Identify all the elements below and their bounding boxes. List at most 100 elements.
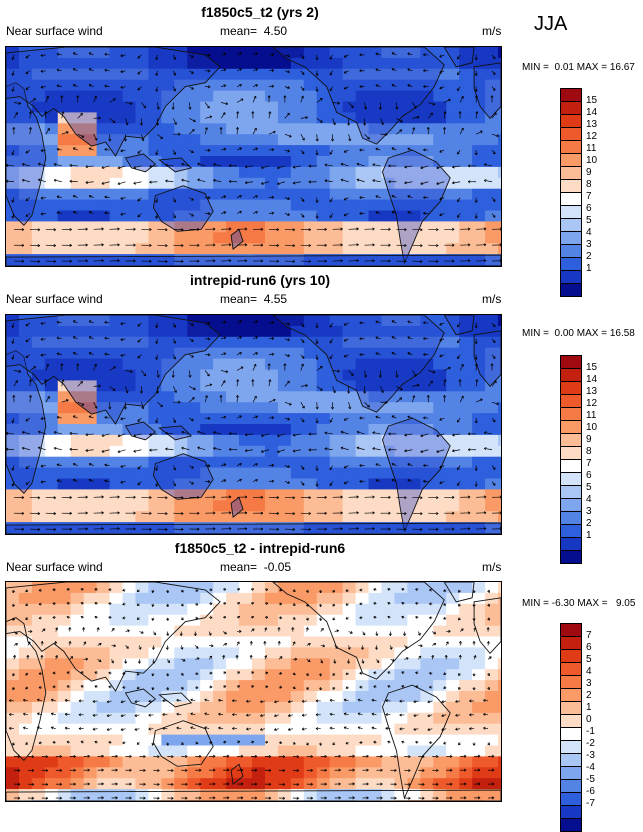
colorbar-tick-label: 13 (586, 387, 597, 397)
colorbar-tick-label: -3 (586, 751, 595, 761)
panel-3-min-label: MIN = (522, 598, 549, 609)
colorbar-swatch (560, 819, 582, 832)
colorbar-swatch (560, 382, 582, 395)
colorbar-swatch (560, 715, 582, 728)
panel-2-mean: mean= 4.55 (220, 292, 287, 306)
panel-3-mean-value: -0.05 (264, 560, 291, 574)
colorbar-swatch (560, 780, 582, 793)
panel-3-max-value: 9.05 (616, 598, 635, 609)
panel-2-variable: Near surface wind (6, 292, 103, 306)
colorbar-tick-label: -4 (586, 763, 595, 773)
colorbar-swatch (560, 258, 582, 271)
colorbar-tick-label: -6 (586, 787, 595, 797)
colorbar-swatch (560, 447, 582, 460)
colorbar-tick-label: 1 (586, 703, 592, 713)
colorbar-tick-label: 2 (586, 252, 592, 262)
colorbar-tick-label: 11 (586, 411, 596, 421)
panel-2-minmax: MIN = 0.00 MAX = 16.58 (522, 328, 635, 340)
colorbar-tick-label: -5 (586, 775, 595, 785)
colorbar-swatch (560, 486, 582, 499)
colorbar-tick-label: 8 (586, 180, 592, 190)
colorbar-swatch (560, 141, 582, 154)
colorbar-swatch (560, 650, 582, 663)
colorbar-tick-label: -1 (586, 727, 595, 737)
colorbar-swatch (560, 180, 582, 193)
colorbar-tick-label: 9 (586, 435, 592, 445)
colorbar-tick-label: 3 (586, 507, 592, 517)
colorbar-tick-label: 15 (586, 363, 597, 373)
panel-2-mean-label: mean= (220, 292, 257, 306)
colorbar-tick-label: -2 (586, 739, 595, 749)
colorbar-swatch (560, 767, 582, 780)
panel-2-map-svg (6, 315, 501, 534)
panel-3-map-svg (6, 582, 501, 801)
panel-3-map (5, 581, 502, 802)
colorbar-tick-label: 5 (586, 655, 592, 665)
colorbar-tick-label: 2 (586, 691, 592, 701)
panel-1-title: f1850c5_t2 (yrs 2) (0, 4, 520, 20)
panel-2-mean-value: 4.55 (264, 292, 287, 306)
panel-1-colorbar (560, 88, 582, 297)
panel-2-title: intrepid-run6 (yrs 10) (0, 272, 520, 288)
colorbar-tick-label: 0 (586, 715, 592, 725)
colorbar-tick-label: 10 (586, 423, 597, 433)
panel-2-min-label: MIN = (522, 328, 549, 339)
panel-2-min-value: 0.00 (555, 328, 574, 339)
panel-3-title: f1850c5_t2 - intrepid-run6 (0, 540, 520, 556)
colorbar-tick-label: 3 (586, 240, 592, 250)
colorbar-tick-label: 7 (586, 459, 592, 469)
colorbar-tick-label: 4 (586, 667, 592, 677)
panel-1-max-label: MAX = (577, 62, 607, 73)
colorbar-swatch (560, 473, 582, 486)
colorbar-tick-label: 8 (586, 447, 592, 457)
panel-3-mean: mean= -0.05 (220, 560, 291, 574)
colorbar-swatch (560, 284, 582, 297)
colorbar-swatch (560, 741, 582, 754)
colorbar-swatch (560, 728, 582, 741)
colorbar-swatch (560, 525, 582, 538)
panel-2-max-value: 16.58 (610, 328, 635, 339)
colorbar-tick-label: 7 (586, 631, 592, 641)
colorbar-tick-label: 10 (586, 156, 597, 166)
colorbar-tick-label: 15 (586, 96, 597, 106)
colorbar-swatch (560, 395, 582, 408)
colorbar-tick-label: 9 (586, 168, 592, 178)
colorbar-tick-label: 4 (586, 228, 592, 238)
colorbar-swatch (560, 538, 582, 551)
colorbar-tick-label: 13 (586, 120, 597, 130)
colorbar-swatch (560, 689, 582, 702)
panel-3-units: m/s (482, 560, 501, 574)
colorbar-swatch (560, 193, 582, 206)
panel-1-variable: Near surface wind (6, 24, 103, 38)
colorbar-swatch (560, 663, 582, 676)
panel-1-units: m/s (482, 24, 501, 38)
panel-3-max-label: MAX = (577, 598, 607, 609)
colorbar-swatch (560, 421, 582, 434)
colorbar-tick-label: 11 (586, 144, 596, 154)
colorbar-swatch (560, 408, 582, 421)
panel-3-mean-label: mean= (220, 560, 257, 574)
colorbar-swatch (560, 88, 582, 102)
colorbar-tick-label: 5 (586, 216, 592, 226)
colorbar-swatch (560, 676, 582, 689)
colorbar-tick-label: 1 (586, 264, 592, 274)
panel-1-map (5, 46, 502, 267)
colorbar-swatch (560, 754, 582, 767)
season-label: JJA (534, 12, 567, 36)
wind-speed-field (6, 582, 501, 801)
panel-1-minmax: MIN = 0.01 MAX = 16.67 (522, 62, 635, 74)
colorbar-tick-label: 5 (586, 483, 592, 493)
colorbar-swatch (560, 232, 582, 245)
panel-1-min-label: MIN = (522, 62, 549, 73)
colorbar-swatch (560, 793, 582, 806)
panel-1-min-value: 0.01 (555, 62, 574, 73)
colorbar-tick-label: 6 (586, 204, 592, 214)
panel-1-max-value: 16.67 (610, 62, 635, 73)
colorbar-tick-label: 2 (586, 519, 592, 529)
colorbar-swatch (560, 623, 582, 637)
colorbar-tick-label: 12 (586, 399, 597, 409)
colorbar-swatch (560, 128, 582, 141)
panel-1-mean-label: mean= (220, 24, 257, 38)
panel-2-map (5, 314, 502, 535)
colorbar-swatch (560, 551, 582, 564)
